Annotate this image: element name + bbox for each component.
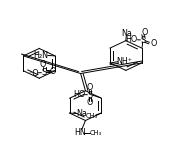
Text: Na: Na — [77, 109, 87, 118]
Text: ⁻O: ⁻O — [28, 69, 39, 78]
Text: S: S — [87, 91, 92, 100]
Text: O: O — [87, 98, 93, 107]
Text: O: O — [141, 28, 148, 37]
Text: Na: Na — [121, 29, 132, 38]
Text: HN: HN — [74, 128, 86, 137]
Text: S: S — [41, 68, 46, 77]
Text: O: O — [87, 83, 93, 92]
Text: O: O — [50, 67, 56, 76]
Text: CH₃: CH₃ — [89, 130, 101, 136]
Text: NH⁺: NH⁺ — [116, 57, 133, 66]
Text: CH₃: CH₃ — [86, 113, 98, 119]
Text: S: S — [140, 36, 145, 45]
Text: H₂N: H₂N — [33, 51, 48, 60]
Text: O: O — [150, 39, 157, 48]
Text: HO: HO — [73, 90, 85, 99]
Text: O: O — [40, 60, 46, 69]
Text: HO: HO — [125, 35, 137, 44]
